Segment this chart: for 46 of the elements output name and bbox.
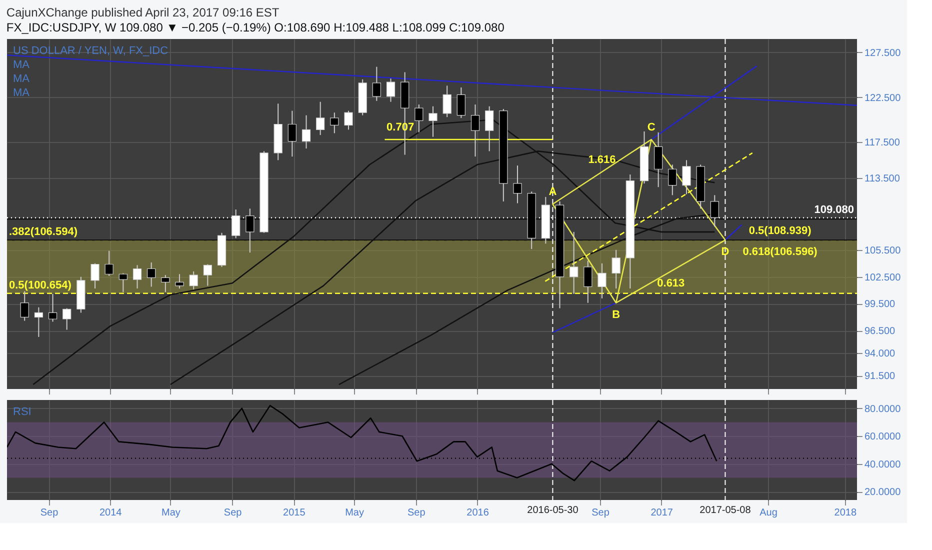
annotation: RSI: [13, 406, 32, 418]
y-tick-label: 122.500: [864, 92, 902, 104]
x-tick-label: 2015: [283, 508, 306, 518]
x-tick-label: May: [345, 508, 364, 518]
ref-line-label: 2017-05-08: [700, 505, 752, 516]
ref-line-label: 0.5(100.654): [9, 279, 72, 292]
y-tick-label: 127.500: [864, 48, 902, 59]
y-tick-label: 105.500: [864, 245, 902, 256]
annotation: C: [647, 122, 656, 134]
x-tick-label: Aug: [760, 508, 778, 518]
x-tick-label: Sep: [592, 508, 610, 518]
annotation: 1.616: [588, 154, 616, 166]
x-tick-label: Sep: [224, 508, 242, 518]
ref-line-label: 2016-05-30: [527, 505, 579, 516]
annotation: A: [548, 186, 557, 198]
annotation: 0.613: [657, 277, 685, 290]
y-tick-label: 94.000: [864, 348, 896, 360]
y-tick-label: 60.0000: [864, 432, 902, 443]
y-tick-label: 102.500: [864, 272, 902, 284]
y-tick-label: 96.500: [864, 326, 896, 338]
y-tick-label: 91.500: [864, 371, 896, 382]
y-tick-label: 40.0000: [864, 459, 902, 470]
annotation: 0.5(108.939): [748, 225, 812, 238]
x-tick-label: 2016: [466, 508, 490, 518]
y-tick-label: 113.500: [864, 174, 900, 185]
x-tick-label: 2018: [834, 508, 857, 518]
x-tick-label: May: [162, 508, 180, 518]
annotation: MA: [13, 87, 30, 99]
x-tick-label: 2014: [99, 508, 122, 518]
y-tick-label: 117.500: [864, 138, 900, 149]
ref-line-label: 109.080: [814, 204, 854, 216]
y-tick-label: 80.0000: [864, 404, 902, 415]
ref-line-label: .382(106.594): [9, 226, 78, 238]
x-tick-label: 2017: [650, 508, 674, 518]
y-tick-label: 20.0000: [864, 487, 902, 498]
x-tick-label: Sep: [40, 508, 59, 518]
annotation: D: [721, 246, 730, 258]
annotation: MA: [13, 59, 30, 71]
annotation: US DOLLAR / YEN, W, FX_IDC: [13, 45, 168, 57]
annotation: MA: [13, 73, 30, 85]
chart-subtitle: FX_IDC:USDJPY, W 109.080 ▼ −0.205 (−0.19%) O:108.690 H:109.488 L:108.099 C:109.080: [6, 20, 505, 34]
x-tick-label: Sep: [408, 508, 426, 518]
annotation: B: [612, 308, 620, 321]
annotation: 0.618(106.596): [742, 246, 818, 258]
y-tick-label: 99.500: [864, 299, 896, 310]
chart-title: CajunXChange published April 23, 2017 09:16 EST: [6, 6, 280, 20]
